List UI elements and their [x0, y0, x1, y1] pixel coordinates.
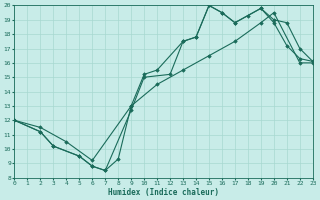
X-axis label: Humidex (Indice chaleur): Humidex (Indice chaleur) [108, 188, 219, 197]
